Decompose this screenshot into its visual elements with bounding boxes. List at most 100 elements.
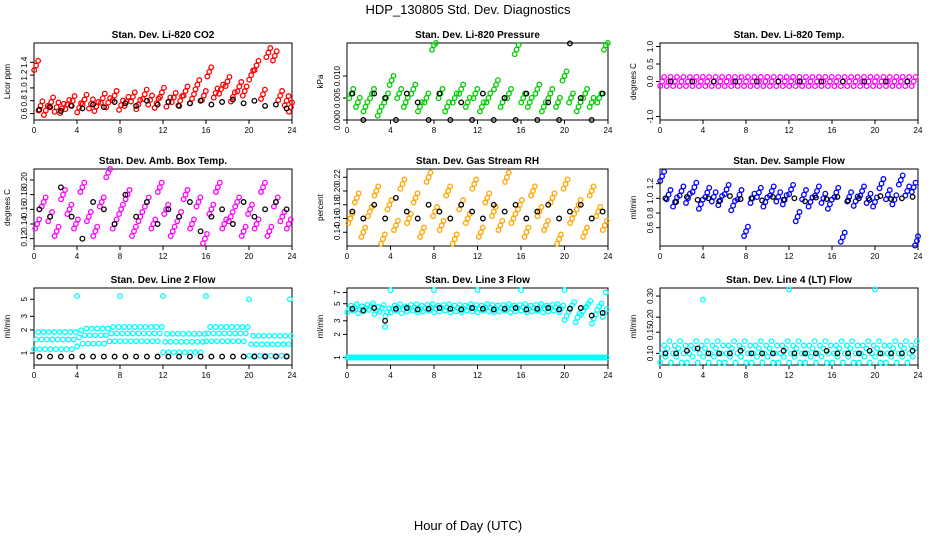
data-point: [479, 305, 486, 312]
data-point: [515, 42, 522, 48]
data-point: [820, 195, 827, 202]
data-point: [893, 73, 900, 80]
x-tick-label: 16: [517, 126, 526, 135]
data-point: [444, 354, 451, 361]
data-point: [792, 83, 799, 90]
data-point: [442, 354, 449, 361]
data-point: [158, 179, 165, 186]
data-point: [523, 354, 530, 361]
data-point: [732, 78, 739, 85]
data-point: [888, 350, 895, 357]
data-point: [883, 196, 889, 203]
data-point: [734, 196, 741, 203]
data-point: [95, 98, 102, 105]
data-point: [65, 336, 72, 343]
data-point: [855, 350, 862, 357]
data-point: [154, 189, 161, 195]
data-point: [850, 202, 857, 209]
data-point: [364, 213, 371, 220]
data-point: [828, 73, 835, 80]
data-point: [850, 83, 857, 90]
data-point: [518, 99, 525, 106]
data-point: [55, 223, 62, 230]
data-point: [185, 330, 192, 337]
data-point: [889, 83, 896, 90]
data-point: [673, 353, 680, 360]
data-point: [541, 227, 548, 233]
data-point: [33, 336, 40, 343]
data-point: [219, 338, 226, 345]
data-point: [704, 78, 711, 85]
data-point: [766, 83, 773, 90]
data-point: [508, 86, 514, 92]
data-point: [260, 184, 266, 191]
data-point: [403, 90, 410, 97]
data-point: [103, 332, 109, 339]
data-point: [263, 54, 270, 61]
y-tick-label: 0.005: [333, 87, 342, 108]
data-point: [373, 354, 380, 361]
data-point: [833, 78, 840, 85]
data-point: [487, 90, 494, 97]
data-point: [172, 338, 179, 345]
data-point: [458, 354, 465, 361]
data-point: [439, 86, 446, 92]
data-point: [219, 353, 226, 360]
data-point: [904, 188, 911, 194]
data-point: [447, 215, 454, 222]
data-point: [723, 186, 730, 193]
data-point: [466, 94, 473, 101]
data-point: [848, 189, 855, 196]
data-point: [203, 338, 210, 345]
y-axis-label: degrees C: [629, 63, 638, 100]
x-tick-label: 16: [517, 371, 526, 380]
data-point: [74, 293, 80, 300]
data-point: [371, 90, 378, 97]
data-point: [762, 78, 769, 85]
data-point: [716, 198, 723, 205]
data-point: [711, 353, 717, 360]
data-point: [356, 94, 363, 101]
data-point: [258, 96, 264, 102]
data-point: [754, 194, 760, 201]
data-point: [877, 359, 884, 366]
data-point: [251, 213, 258, 220]
data-point: [794, 78, 801, 85]
data-point: [218, 86, 224, 93]
data-point: [167, 233, 174, 239]
data-point: [693, 73, 700, 80]
data-point: [253, 62, 260, 69]
data-point: [469, 308, 476, 315]
data-point: [521, 233, 528, 240]
y-tick-label: 0.30: [646, 288, 655, 304]
data-point: [158, 89, 165, 96]
data-point: [83, 218, 90, 225]
x-tick-label: 8: [432, 126, 437, 135]
data-point: [279, 88, 286, 94]
data-point: [226, 330, 233, 337]
data-point: [531, 354, 537, 361]
data-point: [485, 354, 492, 361]
data-point: [286, 296, 293, 303]
data-point: [71, 93, 78, 100]
data-point: [831, 83, 838, 90]
data-point: [755, 78, 762, 85]
data-point: [453, 308, 459, 315]
y-axis-label: percent: [316, 193, 325, 220]
data-point: [79, 235, 86, 242]
data-point: [841, 229, 848, 236]
y-tick-label: 0.6: [646, 222, 655, 234]
data-point: [116, 211, 123, 217]
data-point: [122, 191, 129, 198]
data-point: [491, 309, 497, 316]
data-point: [545, 99, 552, 106]
data-point: [791, 195, 798, 202]
data-point: [58, 346, 65, 353]
data-point: [748, 195, 755, 202]
data-point: [831, 194, 838, 201]
data-point: [362, 224, 369, 231]
data-point: [516, 301, 523, 308]
data-point: [384, 206, 391, 213]
